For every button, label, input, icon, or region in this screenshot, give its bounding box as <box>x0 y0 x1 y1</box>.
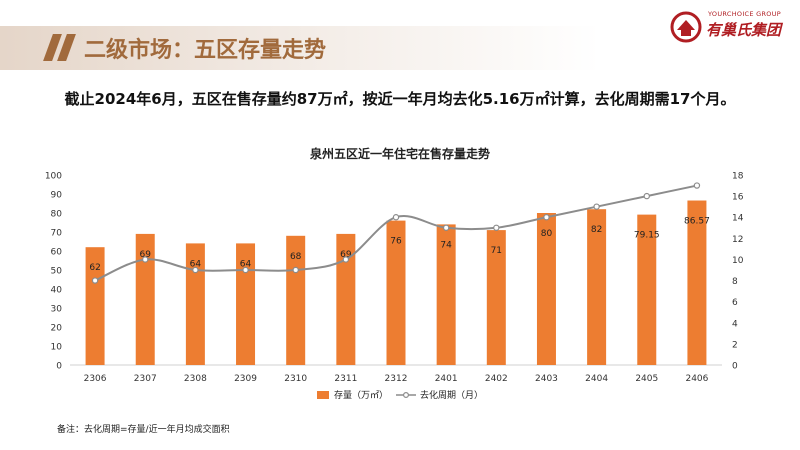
bar <box>486 230 506 365</box>
cycle-point <box>292 266 299 274</box>
cycle-point <box>442 224 450 231</box>
bar <box>436 224 456 365</box>
bar-value-label: 80 <box>541 229 553 239</box>
y-left-tick-label: 10 <box>51 343 63 353</box>
bar <box>185 243 205 365</box>
bar-value-label: 86.57 <box>684 217 710 227</box>
y-right-tick-label: 18 <box>732 172 744 182</box>
x-tick-label: 2306 <box>84 374 107 384</box>
cycle-point <box>543 214 550 221</box>
legend-line-marker <box>403 392 410 399</box>
y-left-tick-label: 0 <box>56 362 62 372</box>
bar-value-label: 71 <box>491 246 502 256</box>
title-bar-background <box>0 26 800 70</box>
bar <box>286 235 306 365</box>
x-tick-label: 2307 <box>134 374 157 384</box>
cycle-point <box>342 256 350 263</box>
x-tick-label: 2312 <box>385 374 408 384</box>
house-icon <box>670 11 702 43</box>
x-tick-label: 2311 <box>334 374 357 384</box>
x-tick-label: 2403 <box>535 374 558 384</box>
bar-value-label: 68 <box>290 252 302 262</box>
x-tick-label: 2402 <box>485 374 508 384</box>
bar-value-label: 64 <box>190 259 202 269</box>
cycle-point <box>242 266 249 274</box>
bar <box>687 200 707 365</box>
y-left-tick-label: 80 <box>51 210 63 220</box>
bar <box>637 214 657 365</box>
cycle-point <box>91 277 99 284</box>
y-left-tick-label: 70 <box>51 229 63 239</box>
cycle-point <box>493 224 500 231</box>
bar <box>536 213 556 365</box>
bar <box>587 209 607 365</box>
bar <box>85 247 105 365</box>
y-left-tick-label: 60 <box>51 248 63 258</box>
cycle-point <box>192 266 199 274</box>
y-left-tick-label: 40 <box>51 286 63 296</box>
chart-title: 泉州五区近一年住宅在售存量走势 <box>310 146 490 161</box>
footnote: 备注：去化周期=存量/近一年月均成交面积 <box>57 425 230 435</box>
company-logo <box>670 11 702 43</box>
bar-value-label: 69 <box>140 250 152 260</box>
y-left-tick-label: 90 <box>51 191 63 201</box>
inventory-chart: 泉州五区近一年住宅在售存量走势0102030405060708090100024… <box>45 146 744 401</box>
y-right-tick-label: 14 <box>732 214 744 224</box>
x-tick-label: 2405 <box>635 374 658 384</box>
cycle-point <box>593 203 600 210</box>
legend-bar-label: 存量（万㎡） <box>334 389 388 401</box>
y-left-tick-label: 30 <box>51 305 63 315</box>
header: 二级市场：五区存量走势 YOURCHOICE GROUP 有巢氏集团 <box>0 0 800 70</box>
cycle-point <box>392 214 400 221</box>
cycle-point <box>643 192 650 200</box>
bar-value-label: 62 <box>89 263 100 273</box>
x-tick-label: 2406 <box>685 374 708 384</box>
x-tick-label: 2309 <box>234 374 257 384</box>
y-right-tick-label: 12 <box>732 235 743 245</box>
y-left-tick-label: 50 <box>51 267 63 277</box>
x-tick-label: 2401 <box>435 374 458 384</box>
bar-value-label: 76 <box>390 237 402 247</box>
cycle-point <box>142 256 149 263</box>
x-tick-label: 2308 <box>184 374 207 384</box>
bar-value-label: 74 <box>440 240 452 250</box>
bar-value-label: 79.15 <box>634 231 660 241</box>
bar-value-label: 64 <box>240 259 252 269</box>
y-right-tick-label: 16 <box>732 193 744 203</box>
y-right-tick-label: 4 <box>732 319 738 329</box>
bar-value-label: 82 <box>591 225 602 235</box>
section-title: 二级市场：五区存量走势 <box>84 38 327 63</box>
logo-english-text: YOURCHOICE GROUP <box>708 10 781 18</box>
x-tick-label: 2404 <box>585 374 608 384</box>
y-right-tick-label: 8 <box>732 277 738 287</box>
y-right-tick-label: 6 <box>732 298 738 308</box>
y-right-tick-label: 2 <box>732 340 738 350</box>
cycle-point <box>693 182 701 189</box>
bar <box>236 243 256 365</box>
y-left-tick-label: 100 <box>45 172 62 182</box>
bar <box>386 220 406 365</box>
y-left-tick-label: 20 <box>51 324 63 334</box>
bar-value-label: 69 <box>340 250 352 260</box>
y-right-tick-label: 0 <box>732 362 738 372</box>
logo-chinese-text: 有巢氏集团 <box>706 21 782 39</box>
y-right-tick-label: 10 <box>732 256 744 266</box>
bar <box>135 233 155 365</box>
x-tick-label: 2310 <box>284 374 307 384</box>
summary-text: 截止2024年6月，五区在售存量约87万㎡，按近一年月均去化5.16万㎡计算，去… <box>64 90 736 108</box>
bar <box>336 233 356 365</box>
legend-bar-swatch <box>317 391 329 399</box>
legend-line-label: 去化周期（月） <box>420 389 483 401</box>
